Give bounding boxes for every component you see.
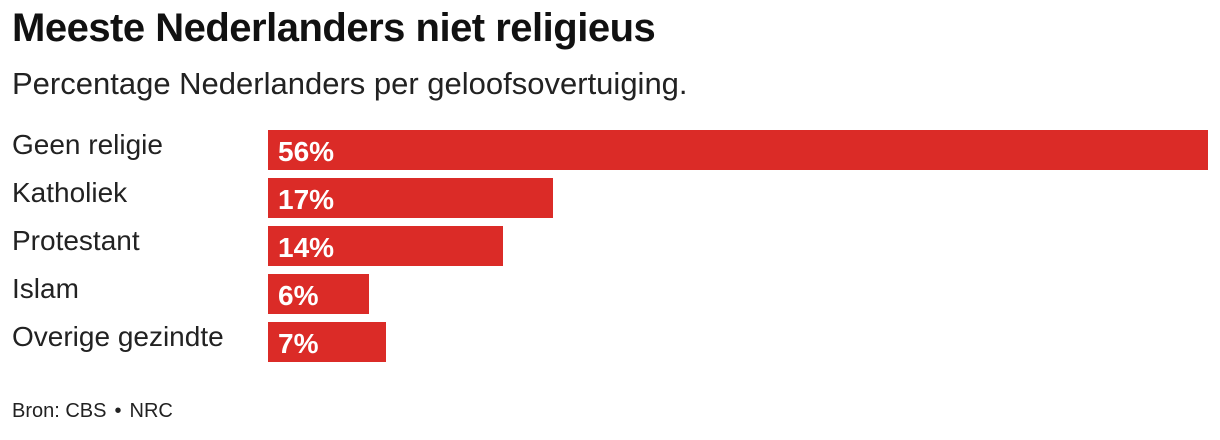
bar-value-label: 14%	[278, 232, 335, 263]
category-label: Geen religie	[12, 129, 163, 160]
bar-value-label: 6%	[278, 280, 319, 311]
category-label: Overige gezindte	[12, 321, 224, 352]
category-label: Katholiek	[12, 177, 128, 208]
bar-value-label: 17%	[278, 184, 335, 215]
category-label: Islam	[12, 273, 79, 304]
bar: 56%	[268, 130, 1208, 170]
chart-subtitle: Percentage Nederlanders per geloofsovert…	[12, 66, 688, 101]
chart-title: Meeste Nederlanders niet religieus	[12, 6, 656, 50]
category-label: Protestant	[12, 225, 140, 256]
bar: 7%	[268, 322, 386, 362]
bar-value-label: 7%	[278, 328, 319, 359]
bar: 14%	[268, 226, 503, 266]
bar: 6%	[268, 274, 369, 314]
source-publisher: NRC	[129, 400, 173, 422]
source-separator: •	[114, 400, 122, 422]
bar: 17%	[268, 178, 554, 218]
source-line: Bron: CBS • NRC	[12, 400, 173, 423]
bar-value-label: 56%	[278, 136, 335, 167]
source-text: Bron: CBS	[12, 400, 107, 422]
